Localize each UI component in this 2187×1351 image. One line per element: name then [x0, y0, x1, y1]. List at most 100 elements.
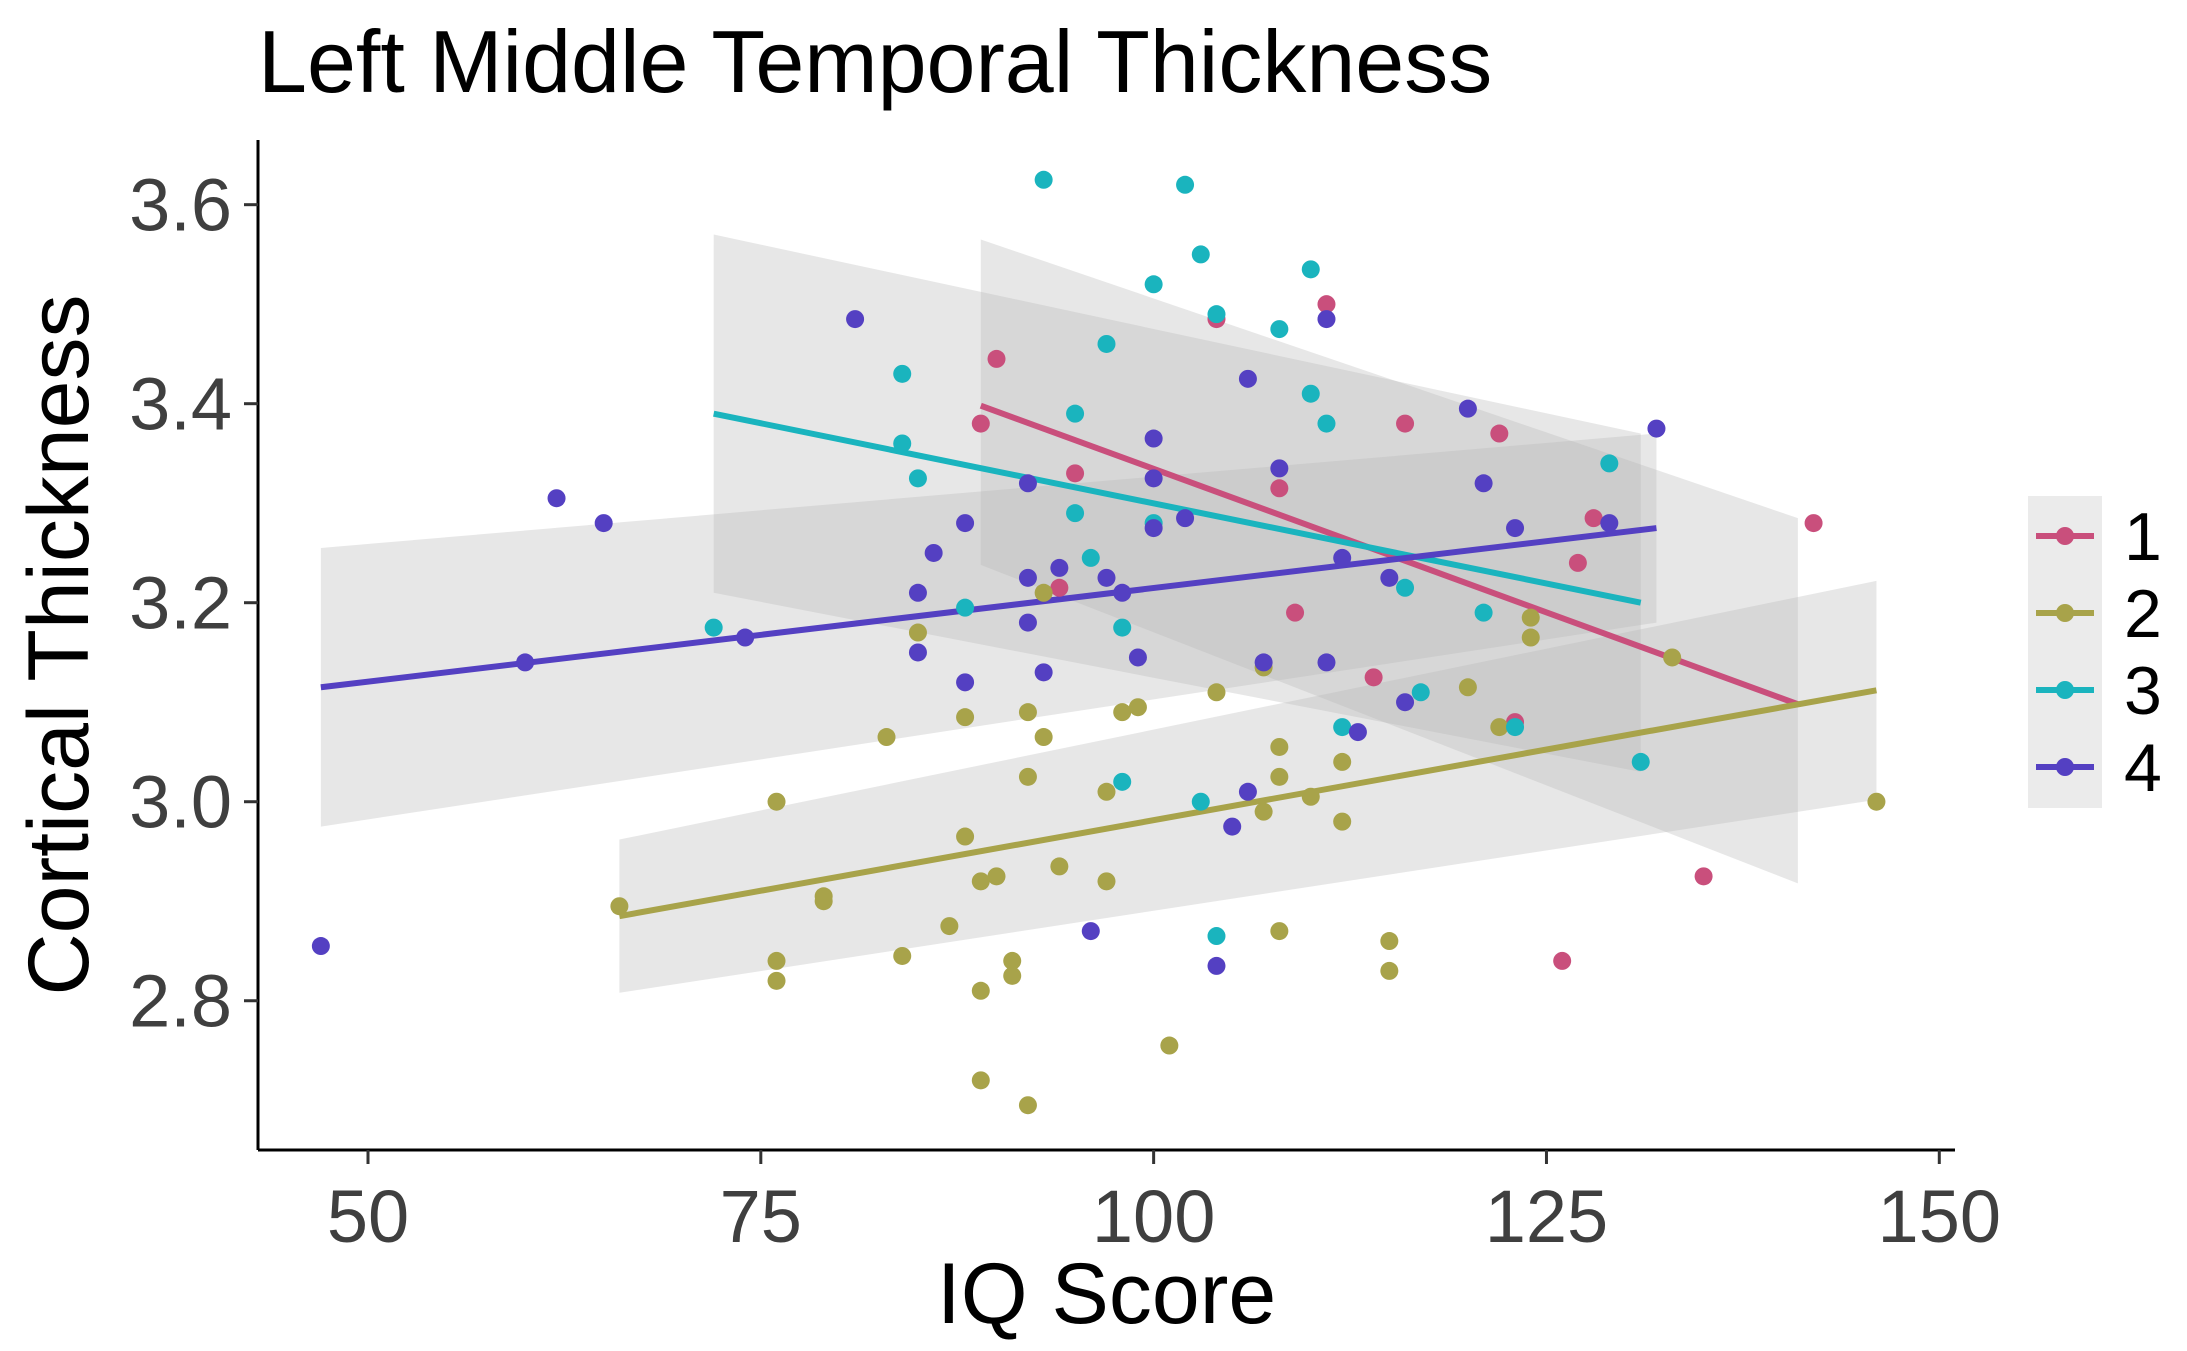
data-point-series-2	[1490, 718, 1509, 737]
data-point-series-2	[1521, 608, 1540, 627]
data-point-series-4	[1097, 568, 1116, 587]
data-point-series-3	[1097, 334, 1116, 353]
y-tick-label: 3.0	[129, 761, 232, 844]
data-point-series-1	[1317, 295, 1336, 314]
data-point-series-4	[1600, 514, 1619, 533]
y-tick-label: 3.4	[129, 363, 232, 446]
data-point-series-3	[1506, 718, 1525, 737]
data-point-series-4	[1317, 310, 1336, 329]
data-point-series-2	[971, 872, 990, 891]
data-point-series-2	[1113, 703, 1132, 722]
data-point-series-2	[1333, 812, 1352, 831]
data-point-series-4	[516, 653, 535, 672]
data-point-series-2	[1380, 932, 1399, 951]
data-point-series-3	[1301, 260, 1320, 279]
legend-item-2: 2	[2036, 576, 2162, 652]
data-point-series-3	[1176, 175, 1195, 194]
data-point-series-2	[908, 623, 927, 642]
x-tick-label: 50	[327, 1175, 409, 1258]
data-point-series-4	[1128, 648, 1147, 667]
data-point-series-4	[1458, 399, 1477, 418]
legend-item-4: 4	[2036, 730, 2162, 806]
data-point-series-4	[1238, 369, 1257, 388]
data-point-series-4	[956, 514, 975, 533]
data-point-series-4	[1113, 583, 1132, 602]
data-point-series-2	[1034, 728, 1053, 747]
data-point-series-4	[1050, 558, 1069, 577]
y-axis-title: Cortical Thickness	[11, 295, 107, 996]
data-point-series-2	[1097, 872, 1116, 891]
data-point-series-3	[893, 434, 912, 453]
data-point-series-4	[736, 628, 755, 647]
x-tick-label: 75	[720, 1175, 802, 1258]
regression-lines	[320, 402, 1877, 920]
x-axis-title: IQ Score	[937, 1246, 1276, 1342]
data-point-series-4	[1317, 653, 1336, 672]
data-point-series-2	[1050, 857, 1069, 876]
data-point-series-3	[1207, 927, 1226, 946]
data-point-series-4	[1144, 519, 1163, 538]
data-point-series-2	[1003, 966, 1022, 985]
data-point-series-3	[1411, 683, 1430, 702]
data-point-series-1	[1270, 479, 1289, 498]
data-point-series-3	[1113, 772, 1132, 791]
data-point-series-4	[1018, 474, 1037, 493]
data-point-series-3	[1066, 404, 1085, 423]
regression-line-series-3	[713, 410, 1642, 606]
legend-swatch-point	[2056, 758, 2074, 776]
data-point-series-2	[1270, 922, 1289, 941]
data-point-series-3	[956, 598, 975, 617]
data-point-series-2	[1521, 628, 1540, 647]
y-axis-ticks: 2.8 3.0 3.2 3.4 3.6	[129, 164, 258, 1043]
data-point-series-2	[610, 897, 629, 916]
data-point-series-2	[1380, 961, 1399, 980]
data-point-series-4	[1018, 613, 1037, 632]
data-point-series-4	[1081, 922, 1100, 941]
data-point-series-4	[311, 937, 330, 956]
x-tick-label: 125	[1485, 1175, 1608, 1258]
data-point-series-2	[1018, 703, 1037, 722]
data-point-series-2	[1333, 752, 1352, 771]
data-point-series-1	[1568, 553, 1587, 572]
data-point-series-3	[893, 364, 912, 383]
data-point-series-2	[1097, 782, 1116, 801]
data-point-series-3	[1034, 170, 1053, 189]
data-point-series-2	[971, 1071, 990, 1090]
data-point-series-2	[767, 792, 786, 811]
legend-label: 2	[2124, 576, 2162, 652]
data-point-series-4	[1333, 548, 1352, 567]
y-tick-label: 3.2	[129, 562, 232, 645]
data-point-series-3	[908, 469, 927, 488]
data-point-series-2	[767, 971, 786, 990]
data-point-series-1	[1396, 414, 1415, 433]
data-point-series-4	[1254, 653, 1273, 672]
data-point-series-2	[1003, 951, 1022, 970]
data-point-series-4	[908, 583, 927, 602]
data-point-series-4	[1348, 723, 1367, 742]
data-point-series-1	[1286, 603, 1305, 622]
data-point-series-1	[971, 414, 990, 433]
data-point-series-2	[1018, 1096, 1037, 1115]
data-point-series-2	[1254, 802, 1273, 821]
data-point-series-4	[1238, 782, 1257, 801]
data-point-series-2	[1458, 678, 1477, 697]
data-point-series-3	[1066, 504, 1085, 523]
data-point-series-3	[1474, 603, 1493, 622]
data-point-series-2	[1018, 767, 1037, 786]
data-point-series-2	[893, 946, 912, 965]
scatter-points	[311, 170, 1886, 1115]
x-tick-label: 100	[1092, 1175, 1215, 1258]
data-point-series-3	[1396, 578, 1415, 597]
data-point-series-2	[1301, 787, 1320, 806]
data-point-series-4	[956, 673, 975, 692]
confidence-band-series-3	[713, 234, 1641, 772]
data-point-series-2	[940, 917, 959, 936]
legend-swatch-point	[2056, 681, 2074, 699]
data-point-series-3	[704, 618, 723, 637]
y-tick-label: 2.8	[129, 960, 232, 1043]
legend-swatch-point	[2056, 527, 2074, 545]
data-point-series-3	[1333, 718, 1352, 737]
data-point-series-4	[1396, 693, 1415, 712]
